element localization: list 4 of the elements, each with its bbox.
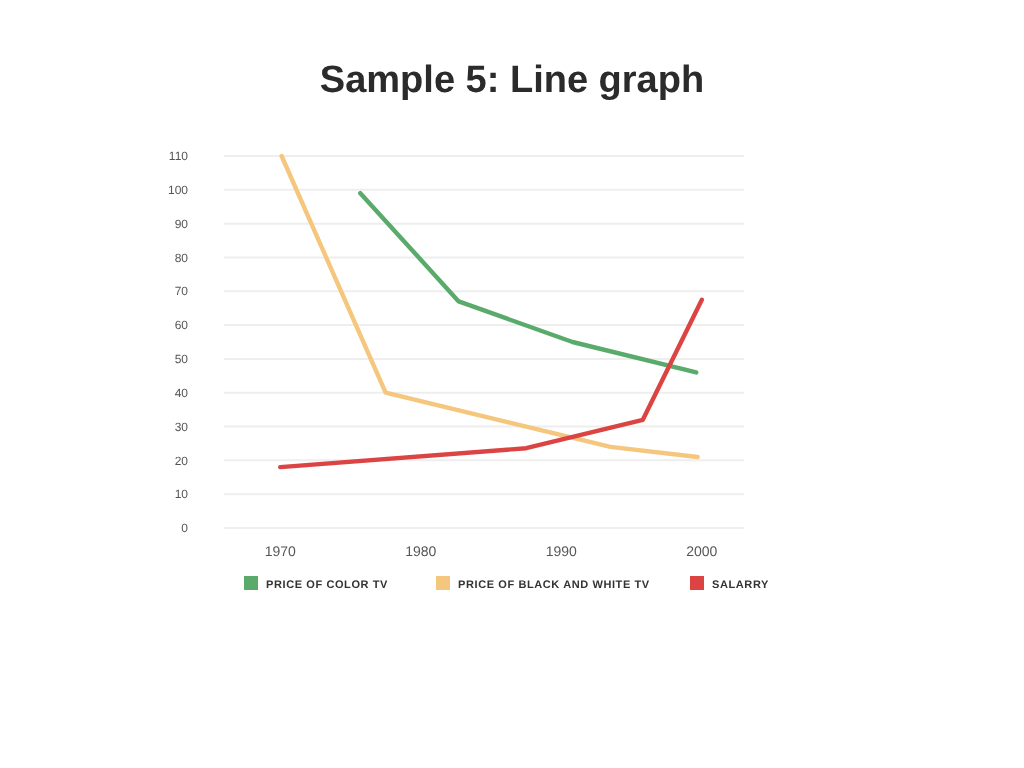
line-series [278, 297, 705, 470]
line-series [358, 191, 699, 375]
chart-title: Sample 5: Line graph [319, 60, 705, 102]
line-series [279, 153, 700, 460]
